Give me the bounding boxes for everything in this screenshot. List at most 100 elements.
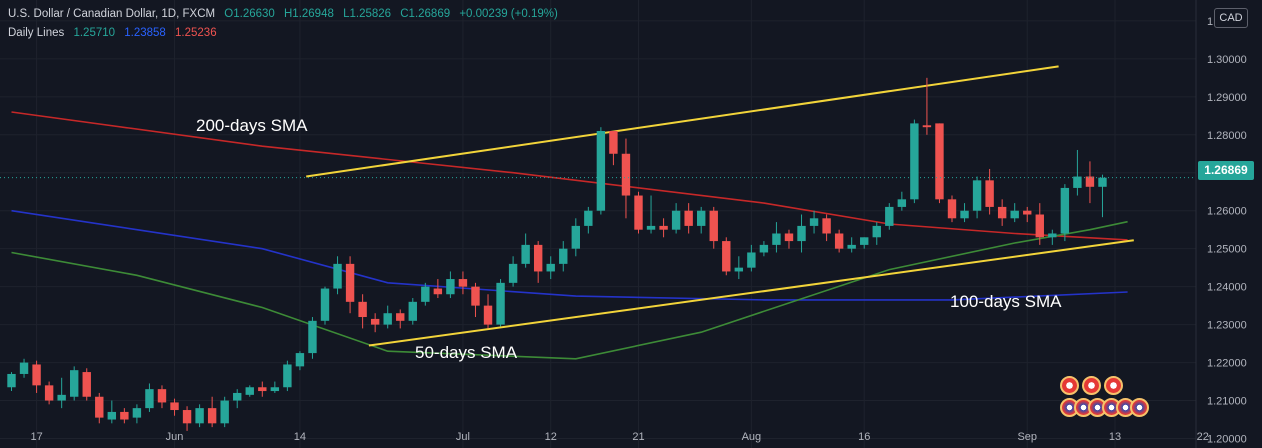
candle-body	[82, 372, 91, 397]
candle-body	[32, 364, 41, 386]
candle-body	[1060, 187, 1070, 234]
close-value: C1.26869	[400, 8, 451, 20]
candle-body	[621, 153, 631, 196]
candle-body	[383, 313, 392, 325]
candle-body	[972, 180, 982, 211]
candle-body	[809, 218, 819, 226]
open-value: O1.26630	[224, 8, 275, 20]
indicator-name[interactable]: Daily Lines	[8, 27, 65, 39]
candle-body	[671, 210, 681, 230]
candle-body	[697, 210, 706, 226]
candle-body	[44, 385, 54, 401]
candle-body	[596, 130, 606, 211]
annotation-100-sma: 100-days SMA	[950, 292, 1062, 311]
candle-body	[320, 288, 330, 321]
candle-body	[521, 244, 530, 264]
candle-body	[709, 210, 718, 242]
candle-body	[1048, 233, 1057, 238]
candle-body	[997, 206, 1007, 219]
y-tick-label: 1.22000	[1207, 358, 1247, 370]
annotation-200-sma: 200-days SMA	[196, 116, 308, 135]
candle-body	[408, 301, 417, 321]
candle-body	[885, 206, 894, 226]
candle-body	[220, 400, 229, 424]
symbol-header: U.S. Dollar / Canadian Dollar, 1D, FXCM …	[8, 8, 564, 20]
candle-body	[132, 408, 142, 418]
y-tick-label: 1.20000	[1207, 434, 1247, 446]
canada-flag-icon[interactable]	[1104, 376, 1123, 395]
x-tick-label: 13	[1109, 431, 1121, 443]
candle-body	[872, 225, 881, 238]
candle-body	[233, 392, 242, 401]
candle-body	[609, 130, 618, 154]
candle-body	[734, 267, 744, 272]
x-tick-label: Jun	[166, 431, 184, 443]
us-flag-icon[interactable]	[1130, 398, 1149, 417]
x-tick-label: Aug	[742, 431, 762, 443]
candle-body	[747, 252, 756, 268]
candle-body	[634, 195, 643, 230]
event-markers-us[interactable]	[1060, 398, 1149, 417]
candle-body	[646, 225, 656, 230]
candle-body	[245, 387, 254, 395]
candle-body	[1023, 210, 1032, 215]
candle-body	[421, 286, 430, 302]
candle-body	[935, 123, 944, 200]
candle-body	[157, 389, 167, 403]
candle-body	[471, 286, 480, 306]
candle-body	[345, 263, 355, 302]
candle-body	[283, 364, 292, 388]
candle-body	[19, 362, 29, 374]
moving-average-lines	[11, 111, 1128, 360]
candle-body	[396, 313, 405, 321]
y-tick-label: 1.30000	[1207, 54, 1247, 66]
y-tick-label: 1.24000	[1207, 282, 1247, 294]
canada-flag-icon[interactable]	[1082, 376, 1101, 395]
candle-body	[834, 233, 844, 249]
currency-badge[interactable]: CAD	[1214, 8, 1248, 28]
trend-channel	[306, 65, 1134, 347]
candle-body	[57, 394, 66, 401]
x-tick-label: 22	[1197, 431, 1209, 443]
candle-body	[446, 279, 455, 295]
candle-body	[584, 210, 593, 226]
candle-body	[947, 199, 957, 219]
x-tick-label: 21	[632, 431, 644, 443]
candle-body	[170, 402, 179, 411]
sma50-line	[11, 220, 1128, 360]
symbol-title[interactable]: U.S. Dollar / Canadian Dollar, 1D, FXCM	[8, 8, 216, 20]
candle-body	[985, 180, 994, 207]
annotation-50-sma: 50-days SMA	[415, 343, 518, 362]
time-axis[interactable]: 17 Jun 14 Jul 12 21 Aug 16 Sep 13 22	[30, 431, 1208, 443]
candle-body	[546, 263, 555, 272]
high-value: H1.26948	[284, 8, 334, 20]
candle-body	[571, 225, 580, 249]
candle-body	[107, 411, 117, 420]
y-tick-label: 1.21000	[1207, 396, 1247, 408]
candle-body	[308, 320, 317, 354]
candle-body	[822, 218, 831, 234]
x-tick-label: 14	[294, 431, 306, 443]
candle-body	[910, 123, 919, 200]
candle-body	[433, 288, 443, 295]
event-markers-ca[interactable]	[1060, 376, 1126, 395]
candle-body	[1085, 176, 1095, 187]
candle-body	[784, 233, 794, 242]
candle-body	[358, 301, 367, 318]
y-tick-label: 1.29000	[1207, 92, 1247, 104]
candle-body	[922, 125, 932, 128]
candle-body	[145, 389, 154, 409]
candle-body	[797, 225, 806, 242]
canada-flag-icon[interactable]	[1060, 376, 1079, 395]
x-tick-label: 16	[858, 431, 870, 443]
candle-body	[195, 408, 204, 424]
grid-lines	[0, 0, 1204, 448]
candle-body	[1035, 214, 1044, 238]
candle-body	[1010, 210, 1019, 219]
candle-body	[897, 199, 907, 207]
candle-body	[295, 353, 305, 367]
candle-body	[182, 410, 192, 424]
candle-body	[960, 210, 969, 219]
candle-body	[772, 233, 781, 245]
